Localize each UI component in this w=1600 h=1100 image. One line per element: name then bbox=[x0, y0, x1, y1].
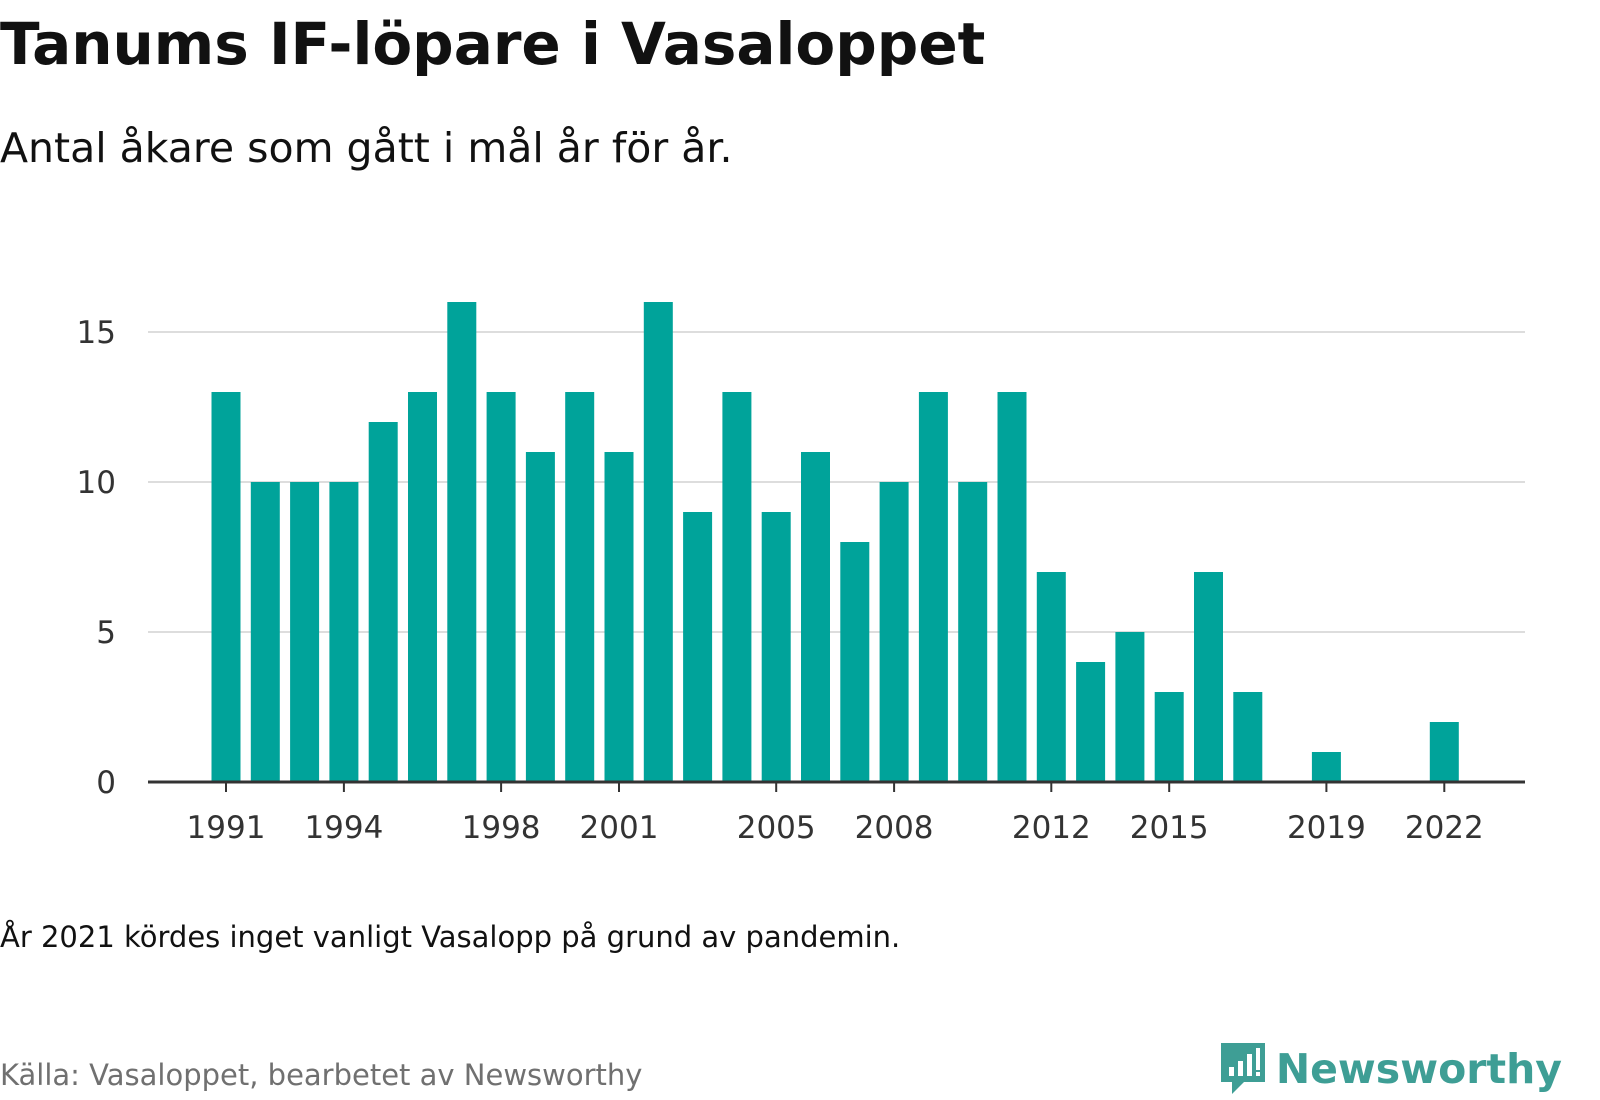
bar-2007 bbox=[840, 542, 870, 782]
chart-subtitle: Antal åkare som gått i mål år för år. bbox=[0, 124, 733, 172]
bar-2017 bbox=[1233, 692, 1263, 782]
x-tick-label: 2019 bbox=[1287, 810, 1366, 846]
y-tick-label: 10 bbox=[77, 465, 116, 501]
bar-2002 bbox=[643, 302, 673, 782]
bar-2009 bbox=[918, 392, 948, 782]
bar-2019 bbox=[1311, 752, 1341, 782]
y-tick-label: 15 bbox=[77, 315, 116, 351]
bar-2001 bbox=[604, 452, 634, 782]
bar-1993 bbox=[290, 482, 320, 782]
bar-2000 bbox=[565, 392, 595, 782]
bar-2016 bbox=[1194, 572, 1223, 782]
bar-1992 bbox=[250, 482, 280, 782]
bar-2015 bbox=[1154, 692, 1184, 782]
chart-title: Tanums IF-löpare i Vasaloppet bbox=[0, 10, 986, 78]
bar-2022 bbox=[1429, 722, 1459, 782]
bar-2013 bbox=[1076, 662, 1106, 782]
bar-1996 bbox=[408, 392, 437, 782]
bar-1994 bbox=[329, 482, 359, 782]
bar-2014 bbox=[1115, 632, 1145, 782]
x-tick-label: 2022 bbox=[1405, 810, 1484, 846]
x-tick-label: 2001 bbox=[580, 810, 659, 846]
x-tick-label: 1991 bbox=[187, 810, 266, 846]
bar-1991 bbox=[211, 392, 241, 782]
x-tick-label: 2005 bbox=[737, 810, 816, 846]
bar-2006 bbox=[801, 452, 830, 782]
brand-name: Newsworthy bbox=[1275, 1045, 1562, 1093]
x-tick-label: 2012 bbox=[1012, 810, 1091, 846]
x-tick-label: 1998 bbox=[462, 810, 541, 846]
bar-1995 bbox=[368, 422, 398, 782]
bar-2003 bbox=[683, 512, 713, 782]
bar-2005 bbox=[761, 512, 791, 782]
y-tick-label: 0 bbox=[96, 765, 116, 801]
bar-2011 bbox=[997, 392, 1027, 782]
x-tick-label: 2015 bbox=[1130, 810, 1209, 846]
newsworthy-icon bbox=[1220, 1043, 1265, 1094]
bar-2008 bbox=[879, 482, 909, 782]
newsworthy-logo: Newsworthy bbox=[1218, 1040, 1562, 1098]
bar-1999 bbox=[525, 452, 555, 782]
footnote: År 2021 kördes inget vanligt Vasalopp på… bbox=[0, 920, 901, 954]
bar-chart: 0 5 10 15 1991 1994 1998 2001 2005 2008 2012 2015 20… bbox=[77, 302, 1525, 846]
x-tick-label: 2008 bbox=[855, 810, 934, 846]
bar-2010 bbox=[958, 482, 988, 782]
x-tick-label: 1994 bbox=[304, 810, 383, 846]
y-tick-label: 5 bbox=[96, 615, 116, 651]
bar-2012 bbox=[1036, 572, 1066, 782]
source-text: Källa: Vasaloppet, bearbetet av Newswort… bbox=[0, 1058, 643, 1092]
bar-1998 bbox=[486, 392, 516, 782]
bar-1997 bbox=[447, 302, 477, 782]
bar-2004 bbox=[722, 392, 752, 782]
